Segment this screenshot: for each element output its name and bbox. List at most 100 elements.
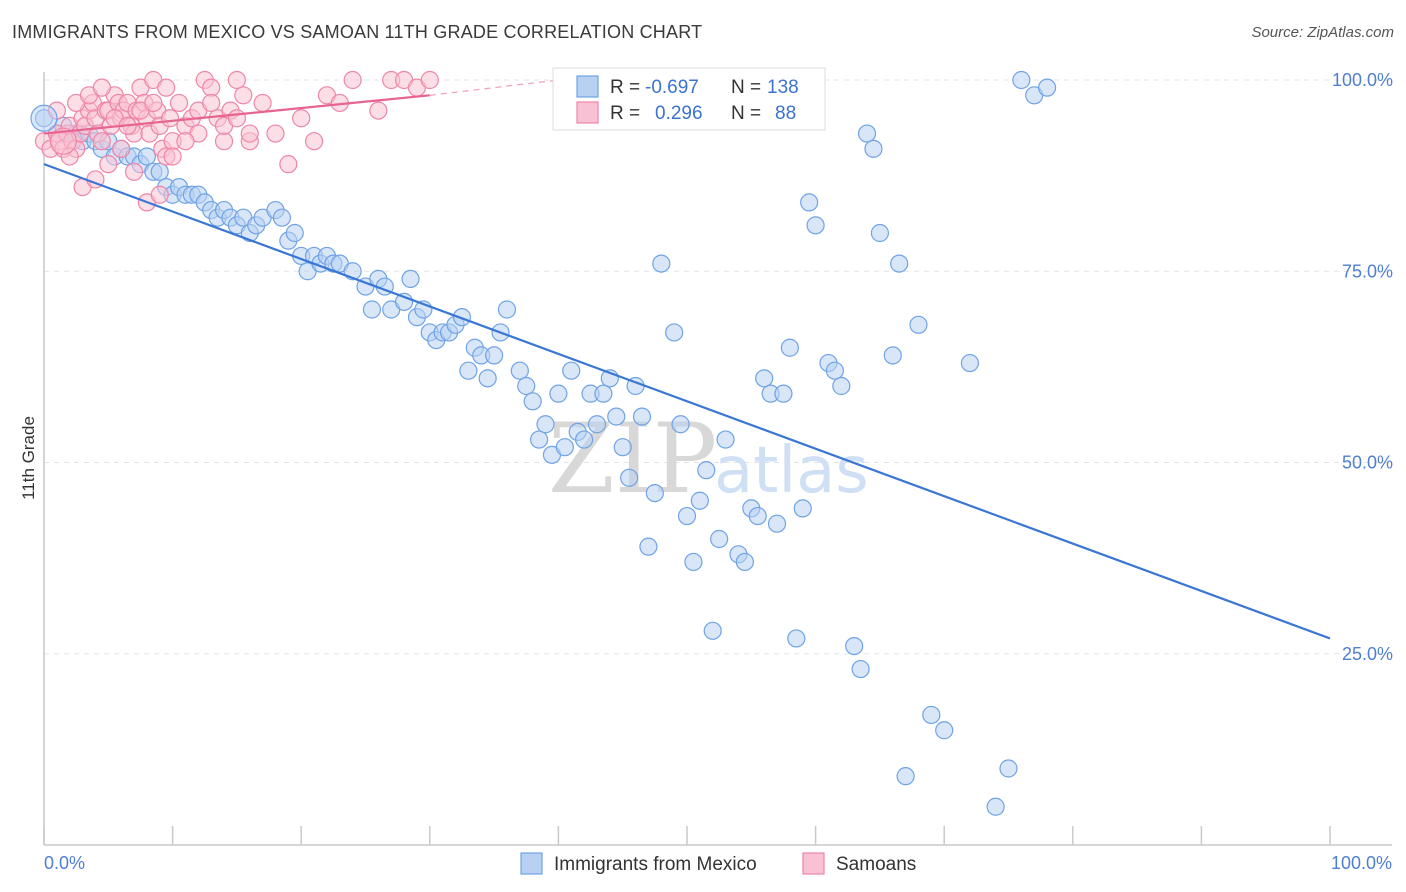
point-1-46: [214, 132, 234, 151]
point-0-84: [613, 438, 632, 457]
point-0-103: [748, 506, 767, 526]
y-tick-label-75: 75.0%: [1342, 261, 1393, 281]
point-1-69: [124, 162, 144, 181]
point-0-111: [800, 193, 819, 212]
point-1-48: [227, 70, 246, 90]
bottom-legend-swatch-samoans: [802, 852, 825, 875]
point-0-123: [896, 767, 915, 786]
point-1-87: [157, 78, 176, 97]
point-0-87: [632, 407, 652, 426]
point-0-83: [607, 407, 626, 426]
point-0-64: [478, 369, 497, 388]
point-0-107: [774, 384, 793, 403]
point-0-78: [575, 430, 594, 449]
point-1-77: [227, 109, 246, 128]
axes: [43, 72, 1392, 846]
x-tick-label-max: 100.0%: [1331, 853, 1392, 873]
point-0-72: [536, 415, 555, 434]
point-0-115: [832, 376, 851, 396]
y-tick-label-100: 100.0%: [1332, 70, 1393, 90]
point-0-104: [755, 369, 774, 388]
point-0-99: [716, 430, 735, 449]
bottom-legend-swatch-mexico: [520, 852, 543, 875]
point-0-127: [960, 353, 980, 373]
chart-source: Source: ZipAtlas.com: [1251, 24, 1394, 41]
bottom-legend-label-mexico: Immigrants from Mexico: [554, 854, 757, 875]
point-0-74: [549, 384, 568, 403]
point-0-85: [620, 468, 639, 487]
point-0-96: [697, 461, 716, 480]
point-0-95: [690, 491, 709, 510]
point-0-37: [285, 223, 304, 243]
point-1-55: [304, 132, 324, 151]
point-1-63: [420, 70, 439, 90]
point-1-58: [343, 70, 362, 90]
point-1-82: [92, 78, 111, 97]
point-0-130: [1012, 70, 1031, 90]
point-0-108: [780, 338, 799, 357]
point-0-116: [845, 636, 864, 656]
point-1-86: [144, 93, 163, 113]
point-1-53: [279, 155, 298, 174]
point-0-35: [272, 208, 292, 227]
point-0-132: [1037, 78, 1057, 97]
y-tick-label-50: 50.0%: [1342, 453, 1393, 473]
point-0-47: [362, 300, 382, 319]
point-0-71: [530, 430, 549, 449]
point-0-106: [767, 514, 787, 533]
point-0-81: [594, 384, 613, 403]
point-0-94: [684, 552, 703, 572]
legend-swatch-samoans: [576, 101, 599, 124]
point-1-54: [292, 109, 311, 128]
point-0-122: [890, 254, 909, 273]
y-axis-label: 11th Grade: [19, 416, 38, 500]
point-0-129: [999, 759, 1018, 778]
point-0-119: [864, 139, 883, 158]
point-0-98: [710, 529, 729, 549]
legend-box: R = -0.697 N = 138 R = 0.296 N = 88: [552, 67, 826, 131]
bottom-legend: Immigrants from Mexico Samoans: [520, 852, 916, 875]
point-0-67: [497, 300, 517, 319]
point-0-114: [825, 361, 844, 380]
point-0-61: [459, 361, 478, 380]
point-0-110: [793, 499, 812, 518]
point-1-44: [202, 78, 221, 97]
point-0-126: [935, 721, 954, 740]
point-0-70: [523, 392, 542, 411]
x-axis-ticks: [43, 826, 1331, 845]
data-points: [30, 70, 1057, 816]
point-0-101: [735, 552, 754, 572]
legend-r-label-mexico: R =: [610, 77, 640, 98]
series-0: [34, 70, 1057, 816]
point-1-78: [240, 124, 259, 143]
point-cluster-mexico: [30, 104, 58, 132]
legend-r-value-mexico: -0.697: [645, 77, 699, 98]
legend-r-value-samoans: 0.296: [655, 103, 703, 124]
point-0-89: [645, 484, 664, 503]
legend-n-value-samoans: 88: [775, 103, 796, 124]
gridlines: [44, 79, 1392, 655]
point-1-68: [112, 139, 131, 158]
point-1-52: [266, 124, 285, 143]
point-1-67: [99, 155, 118, 174]
point-0-15: [137, 147, 156, 166]
legend-r-label-samoans: R =: [610, 103, 640, 124]
point-0-17: [150, 162, 169, 181]
watermark-atlas: atlas: [714, 434, 869, 508]
point-0-128: [986, 797, 1005, 816]
point-0-75: [555, 438, 574, 457]
point-0-90: [652, 254, 671, 273]
y-axis-tick-labels: 25.0% 50.0% 75.0% 100.0%: [1332, 70, 1393, 664]
point-0-92: [671, 415, 690, 434]
point-1-16: [92, 132, 111, 151]
point-1-73: [176, 132, 195, 151]
series-1: [34, 70, 439, 212]
point-0-118: [857, 124, 877, 143]
point-1-49: [234, 86, 253, 105]
trend-line-1: [43, 94, 430, 135]
point-0-125: [922, 705, 941, 725]
trend-lines: [43, 79, 1331, 640]
point-0-52: [401, 269, 420, 288]
point-0-112: [806, 216, 825, 235]
